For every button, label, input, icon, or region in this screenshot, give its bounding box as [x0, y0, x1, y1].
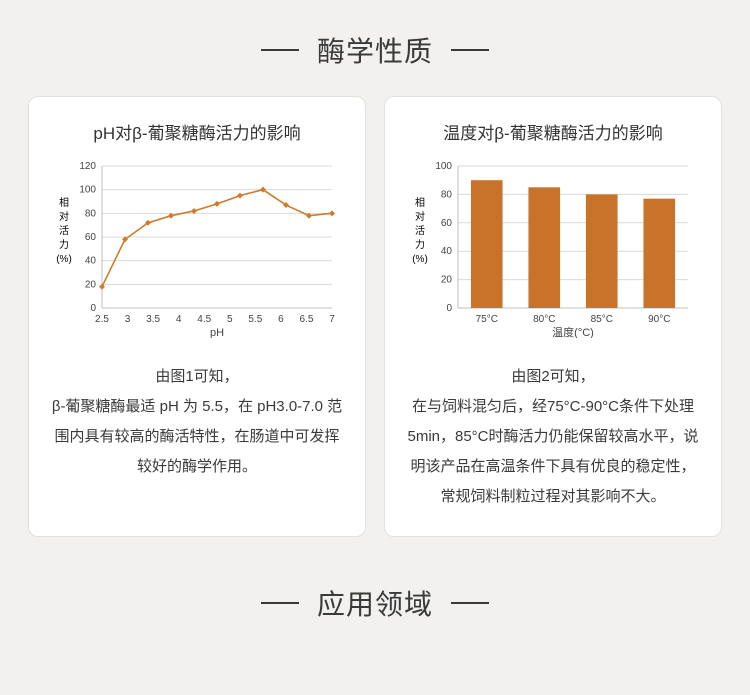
svg-text:活: 活: [415, 225, 425, 237]
svg-text:3: 3: [125, 314, 131, 325]
svg-text:40: 40: [441, 246, 453, 257]
panel-ph-desc: 由图1可知，β-葡聚糖酶最适 pH 为 5.5，在 pH3.0-7.0 范围内具…: [43, 362, 351, 482]
svg-text:40: 40: [85, 256, 97, 267]
svg-text:80°C: 80°C: [533, 314, 555, 325]
svg-text:120: 120: [79, 161, 96, 172]
svg-text:90°C: 90°C: [648, 314, 670, 325]
svg-text:100: 100: [79, 185, 96, 196]
svg-text:100: 100: [435, 161, 452, 172]
svg-text:20: 20: [85, 279, 97, 290]
svg-text:80: 80: [441, 189, 453, 200]
divider: [261, 49, 299, 51]
svg-text:pH: pH: [210, 327, 224, 338]
svg-text:6: 6: [278, 314, 284, 325]
temp-chart: 0 20 40 60 80 100 75°C 80°C 85°C 90°C 温度(°C) 相对活力 (%…: [408, 158, 698, 338]
svg-text:力: 力: [59, 238, 69, 251]
svg-text:0: 0: [446, 303, 452, 314]
svg-text:活: 活: [59, 225, 69, 237]
divider: [451, 602, 489, 604]
section-title-bottom: 应用领域: [0, 537, 750, 649]
svg-text:4.5: 4.5: [197, 314, 211, 325]
svg-text:20: 20: [441, 275, 453, 286]
svg-text:5: 5: [227, 314, 233, 325]
panel-ph-title: pH对β-葡聚糖酶活力的影响: [93, 119, 300, 144]
svg-text:4: 4: [176, 314, 182, 325]
svg-text:对: 对: [415, 210, 425, 223]
section-title-text: 应用领域: [317, 583, 433, 623]
ph-chart: 0 20 40 60 80 100 120 2.5 3 3.5 4 4.5 5 5.5 6 6.5 7 pH 相对活…: [52, 158, 342, 338]
divider: [451, 49, 489, 51]
section-title-text: 酶学性质: [317, 30, 433, 70]
svg-text:2.5: 2.5: [95, 314, 109, 325]
svg-text:75°C: 75°C: [476, 314, 498, 325]
panel-temp: 温度对β-葡聚糖酶活力的影响 0 20 40 60 80 100 75°C 80°C 85°C 9…: [384, 96, 722, 537]
svg-text:60: 60: [85, 232, 97, 243]
panel-temp-desc: 由图2可知，在与饲料混匀后，经75°C-90°C条件下处理5min，85°C时酶…: [399, 362, 707, 512]
svg-text:60: 60: [441, 218, 453, 229]
panel-temp-title: 温度对β-葡聚糖酶活力的影响: [443, 119, 662, 144]
svg-text:对: 对: [59, 210, 69, 223]
svg-text:80: 80: [85, 208, 97, 219]
svg-text:7: 7: [329, 314, 335, 325]
svg-text:力: 力: [415, 238, 425, 251]
svg-text:0: 0: [90, 303, 96, 314]
panel-ph: pH对β-葡聚糖酶活力的影响 0 20 40 60 80 100 120 2.5 3 3.5 4 4.…: [28, 96, 366, 537]
svg-text:相: 相: [59, 196, 69, 209]
section-title-top: 酶学性质: [0, 0, 750, 96]
svg-text:5.5: 5.5: [248, 314, 262, 325]
svg-text:(%): (%): [56, 254, 72, 265]
svg-text:温度(°C): 温度(°C): [552, 325, 594, 338]
svg-text:相: 相: [415, 196, 425, 209]
svg-text:3.5: 3.5: [146, 314, 160, 325]
panels-row: pH对β-葡聚糖酶活力的影响 0204060801001202.533.544.…: [0, 96, 750, 537]
divider: [261, 602, 299, 604]
svg-text:(%): (%): [412, 254, 428, 265]
svg-text:6.5: 6.5: [299, 314, 313, 325]
svg-text:85°C: 85°C: [591, 314, 613, 325]
